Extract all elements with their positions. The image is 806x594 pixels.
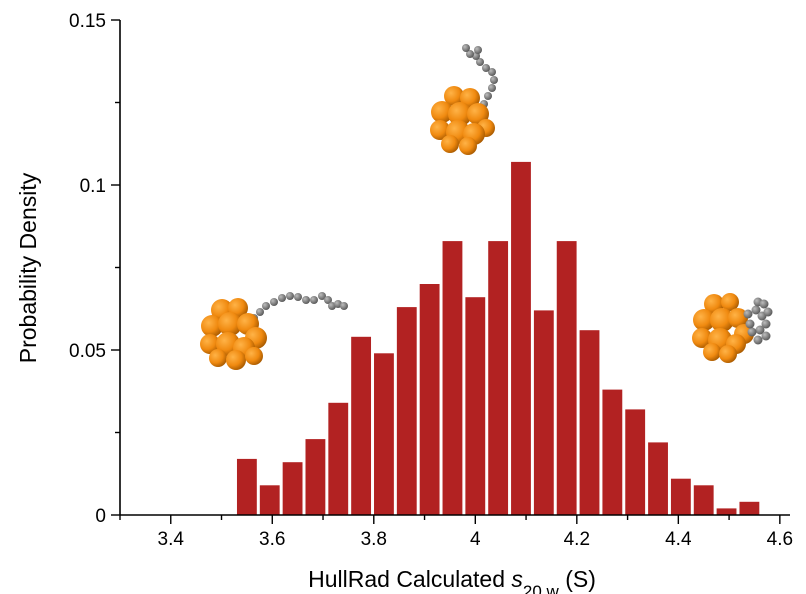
histogram-bar xyxy=(374,353,394,515)
protein-compact-tail-image xyxy=(692,293,773,363)
histogram-bar xyxy=(396,307,417,515)
histogram-bar xyxy=(488,241,509,515)
histogram-bar xyxy=(305,439,326,515)
x-tick-label: 4.2 xyxy=(564,529,590,550)
x-tick-label: 4.4 xyxy=(665,529,692,550)
x-tick-label: 3.6 xyxy=(259,529,285,550)
histogram-bar xyxy=(693,485,714,515)
y-tick-label: 0.05 xyxy=(69,341,106,362)
histogram-bar xyxy=(533,310,554,515)
histogram-bar xyxy=(282,462,303,515)
x-tick-label: 3.8 xyxy=(361,529,387,550)
histogram-bar xyxy=(648,442,668,515)
y-tick-label: 0.1 xyxy=(80,176,106,197)
histogram-bar xyxy=(259,485,280,515)
protein-extended-tail-image xyxy=(200,292,348,370)
y-ticks: 0 0.05 0.1 0.15 xyxy=(69,11,120,527)
x-ticks: 3.4 3.6 3.8 4 4.2 4.4 4.6 xyxy=(119,515,793,550)
y-tick-label: 0.15 xyxy=(69,11,106,32)
histogram-bar xyxy=(351,336,372,515)
histogram-bar xyxy=(556,241,577,515)
protein-vertical-tail-image xyxy=(430,44,498,155)
histogram-bar xyxy=(716,508,737,515)
x-tick-label: 4 xyxy=(470,529,481,550)
y-axis-title: Probability Density xyxy=(15,172,41,363)
bars-layer xyxy=(236,161,760,515)
y-tick-label: 0 xyxy=(95,506,106,527)
histogram-bar xyxy=(419,284,440,515)
histogram-bar xyxy=(465,297,486,515)
histogram-bar xyxy=(625,409,646,515)
histogram-bar xyxy=(602,389,623,515)
x-tick-label: 4.6 xyxy=(767,529,793,550)
histogram-bar xyxy=(236,458,257,515)
histogram-bar xyxy=(328,402,349,515)
x-axis-title: HullRad Calculated s20,w (S) xyxy=(308,566,596,594)
x-tick-label: 3.4 xyxy=(158,529,185,550)
histogram-bar xyxy=(670,478,691,515)
histogram-bar xyxy=(442,241,463,515)
histogram-bar xyxy=(511,161,531,515)
histogram-bar xyxy=(579,330,600,515)
histogram-bar xyxy=(739,501,760,515)
